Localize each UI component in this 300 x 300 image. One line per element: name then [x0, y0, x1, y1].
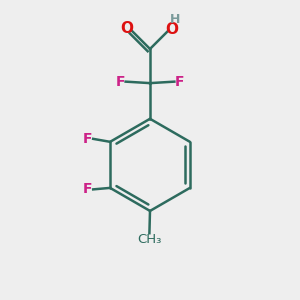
Text: H: H: [170, 13, 180, 26]
Text: F: F: [83, 132, 93, 146]
Text: O: O: [120, 21, 133, 36]
Text: CH₃: CH₃: [137, 233, 162, 246]
Text: F: F: [116, 75, 125, 88]
Text: O: O: [166, 22, 178, 38]
Text: F: F: [83, 182, 93, 197]
Text: F: F: [175, 75, 184, 88]
